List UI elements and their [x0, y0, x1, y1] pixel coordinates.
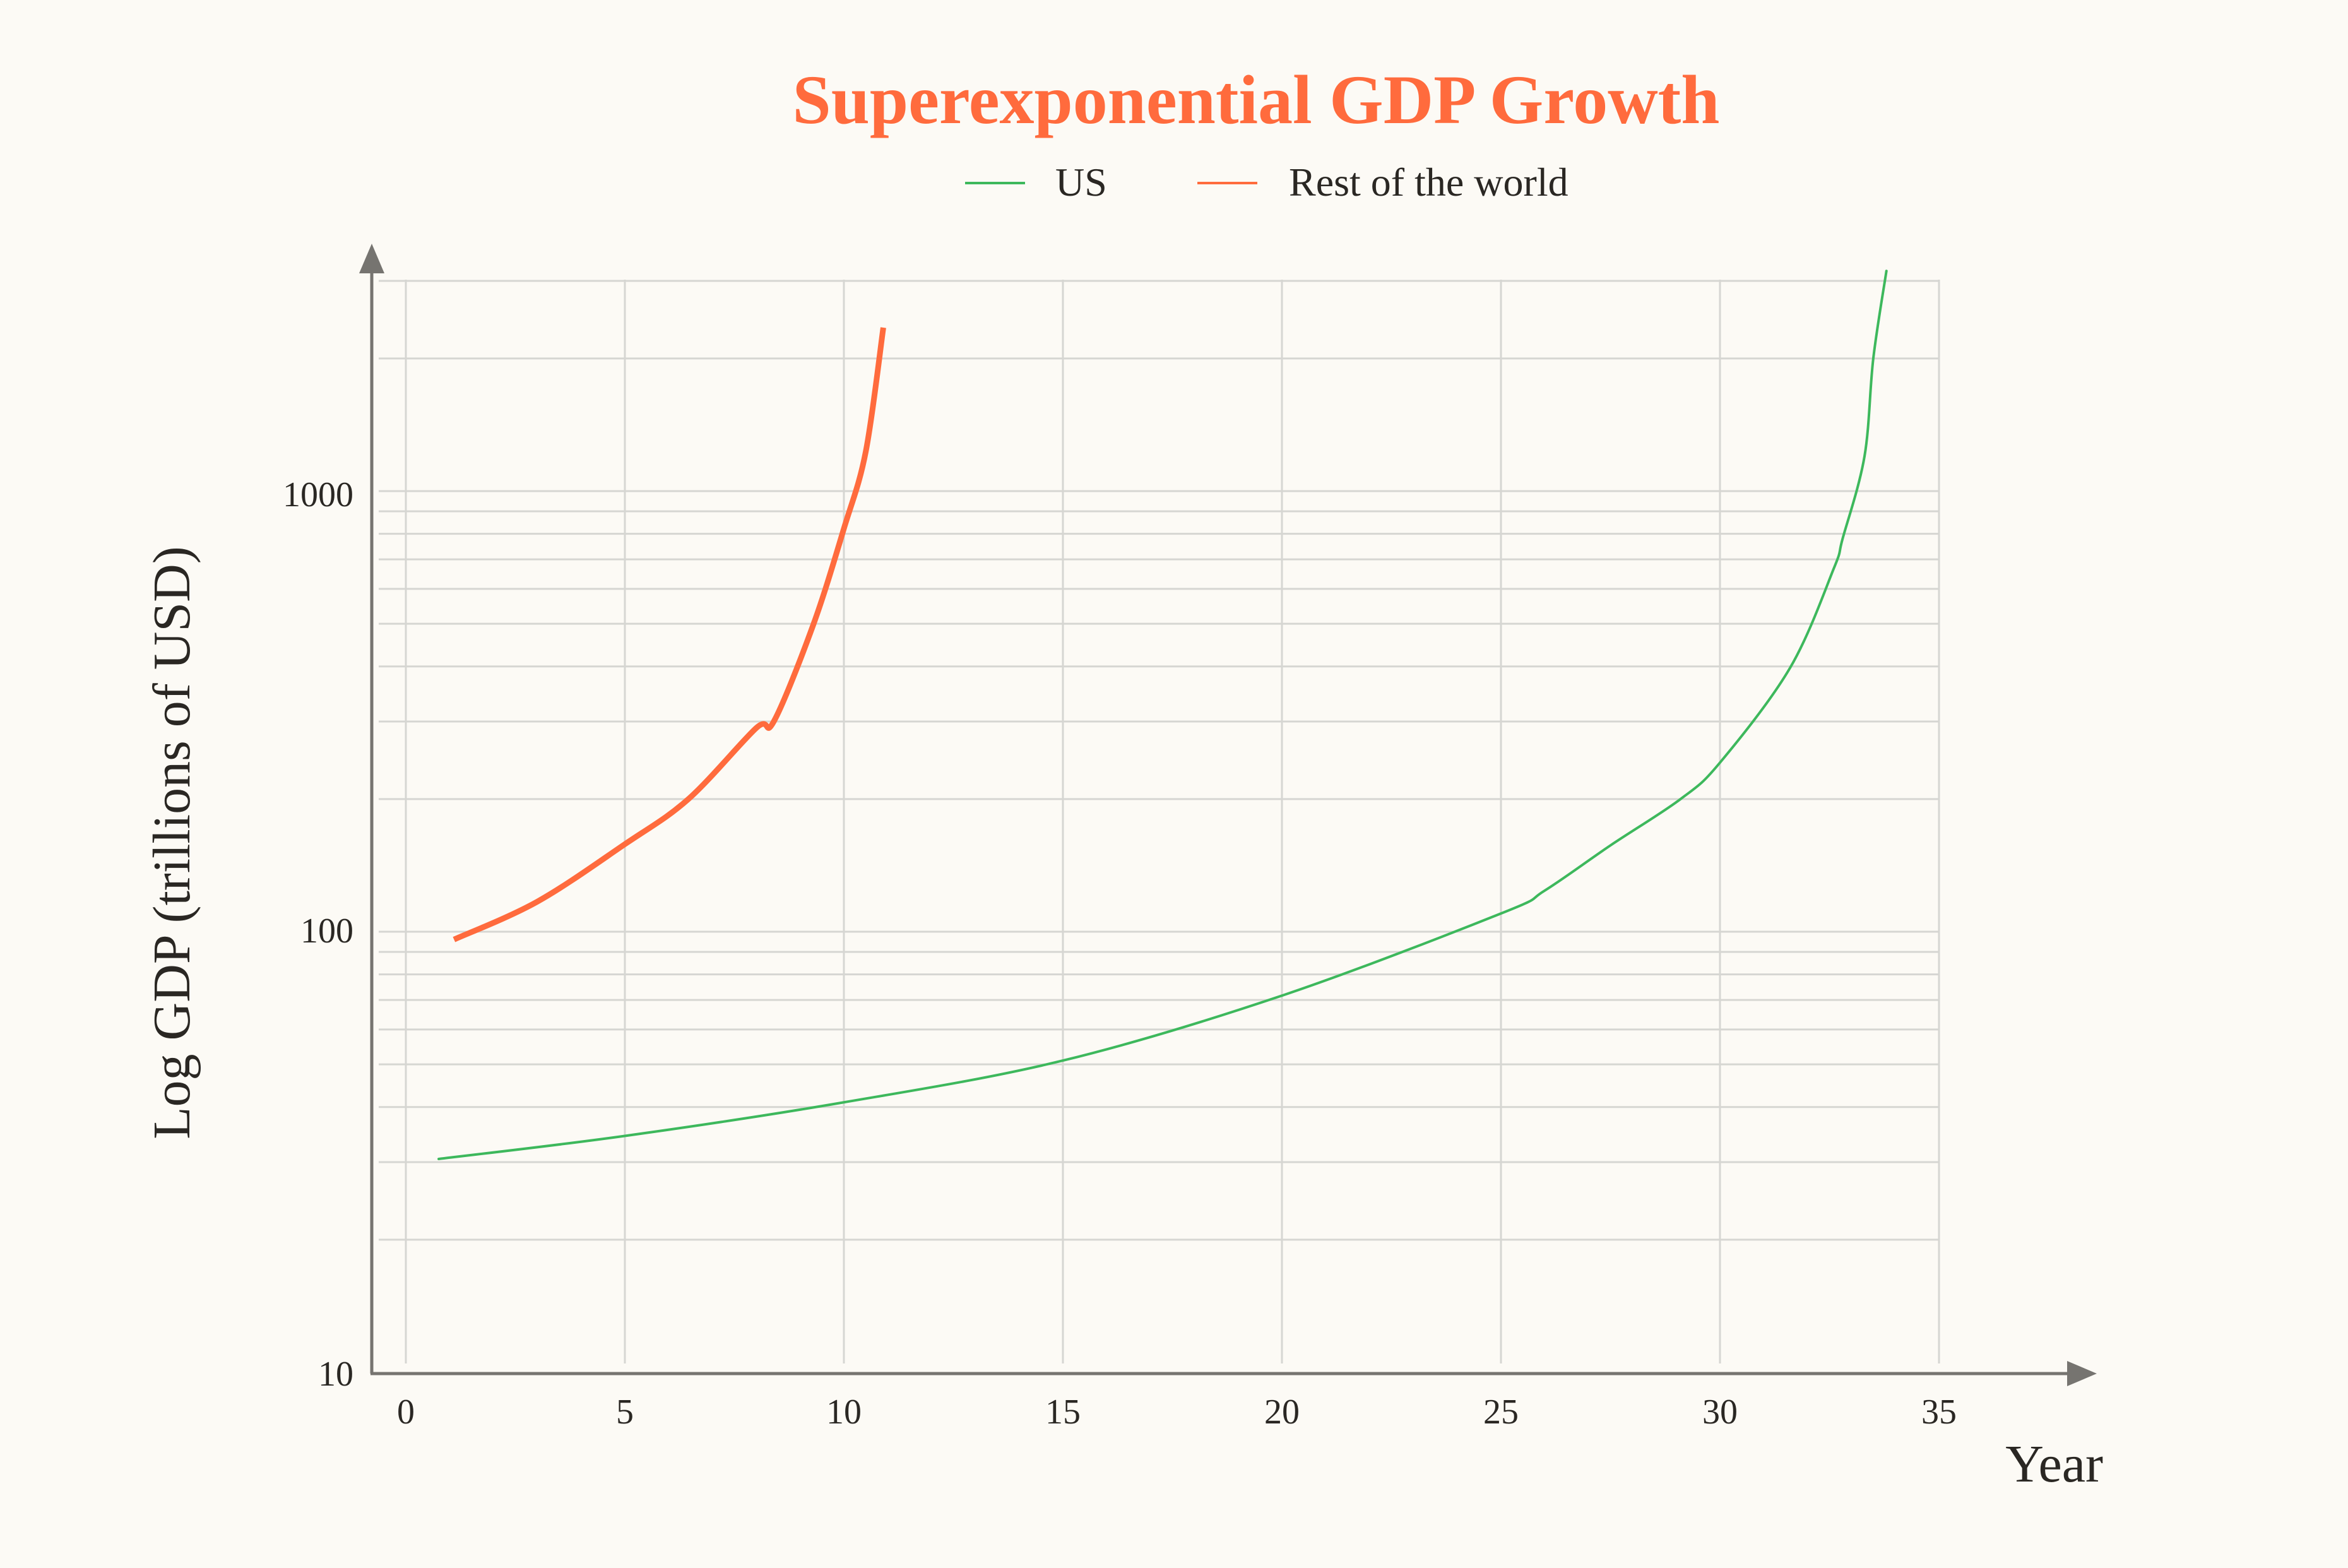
y-tick-labels: 10 100 1000	[283, 475, 353, 1394]
x-axis	[371, 1361, 2097, 1386]
legend-item-us: US	[965, 160, 1107, 205]
legend-label-us: US	[1055, 160, 1107, 205]
y-tick-label: 10	[318, 1355, 353, 1394]
y-tick-label: 100	[300, 912, 353, 951]
x-tick-label: 10	[826, 1393, 862, 1432]
x-tick-label: 15	[1045, 1393, 1081, 1432]
series-line-rest-of-world	[453, 327, 886, 942]
x-tick-label: 30	[1702, 1393, 1738, 1432]
legend: US Rest of the world	[965, 160, 1568, 205]
horizontal-gridlines	[379, 280, 1939, 1241]
x-tick-label: 25	[1483, 1393, 1519, 1432]
vertical-gridlines	[405, 280, 1940, 1363]
chart-title: Superexponential GDP Growth	[793, 61, 1720, 138]
x-tick-label: 35	[1921, 1393, 1957, 1432]
x-axis-arrow-icon	[2067, 1361, 2097, 1386]
y-axis	[359, 244, 384, 1374]
y-axis-title: Log GDP (trillions of USD)	[143, 546, 201, 1139]
x-tick-label: 5	[616, 1393, 634, 1432]
series-line-us	[437, 270, 1888, 1160]
legend-item-rest-of-world: Rest of the world	[1197, 160, 1568, 205]
y-axis-arrow-icon	[359, 244, 384, 273]
x-tick-label: 20	[1264, 1393, 1300, 1432]
x-tick-label: 0	[397, 1393, 415, 1432]
legend-label-rest-of-world: Rest of the world	[1289, 160, 1568, 205]
x-axis-title: Year	[2005, 1435, 2103, 1494]
x-tick-labels: 0 5 10 15 20 25 30 35	[397, 1393, 1957, 1432]
y-tick-label: 1000	[283, 475, 353, 514]
